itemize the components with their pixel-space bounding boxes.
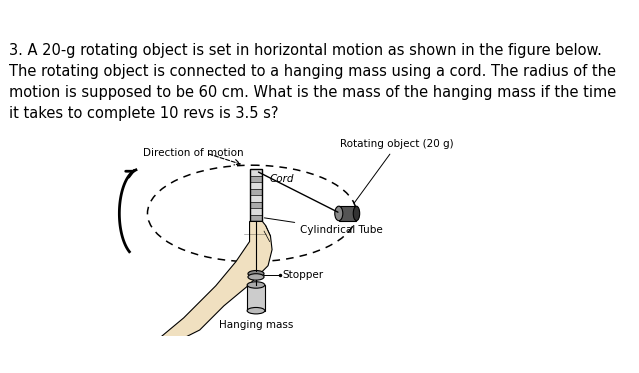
Text: Cord: Cord <box>270 174 295 184</box>
Text: Rotating object (20 g): Rotating object (20 g) <box>341 139 454 203</box>
Bar <box>250 202 261 209</box>
Bar <box>250 209 261 215</box>
Ellipse shape <box>335 206 343 221</box>
Bar <box>250 176 261 182</box>
Bar <box>247 285 265 311</box>
Polygon shape <box>160 222 272 346</box>
Bar <box>250 189 261 195</box>
Bar <box>250 169 261 176</box>
Text: 3. A 20-g rotating object is set in horizontal motion as shown in the figure bel: 3. A 20-g rotating object is set in hori… <box>9 43 617 121</box>
Ellipse shape <box>248 274 264 280</box>
Text: Cylindrical Tube: Cylindrical Tube <box>265 218 383 235</box>
Bar <box>250 215 261 222</box>
Ellipse shape <box>248 270 264 277</box>
Ellipse shape <box>247 307 265 314</box>
Ellipse shape <box>247 282 265 288</box>
Text: Hanging mass: Hanging mass <box>219 320 293 330</box>
Text: Stopper: Stopper <box>282 270 323 280</box>
Bar <box>339 206 357 221</box>
Text: Direction of motion: Direction of motion <box>143 148 244 158</box>
Ellipse shape <box>353 206 360 221</box>
Bar <box>250 169 261 222</box>
Bar <box>250 195 261 202</box>
Bar <box>250 182 261 189</box>
